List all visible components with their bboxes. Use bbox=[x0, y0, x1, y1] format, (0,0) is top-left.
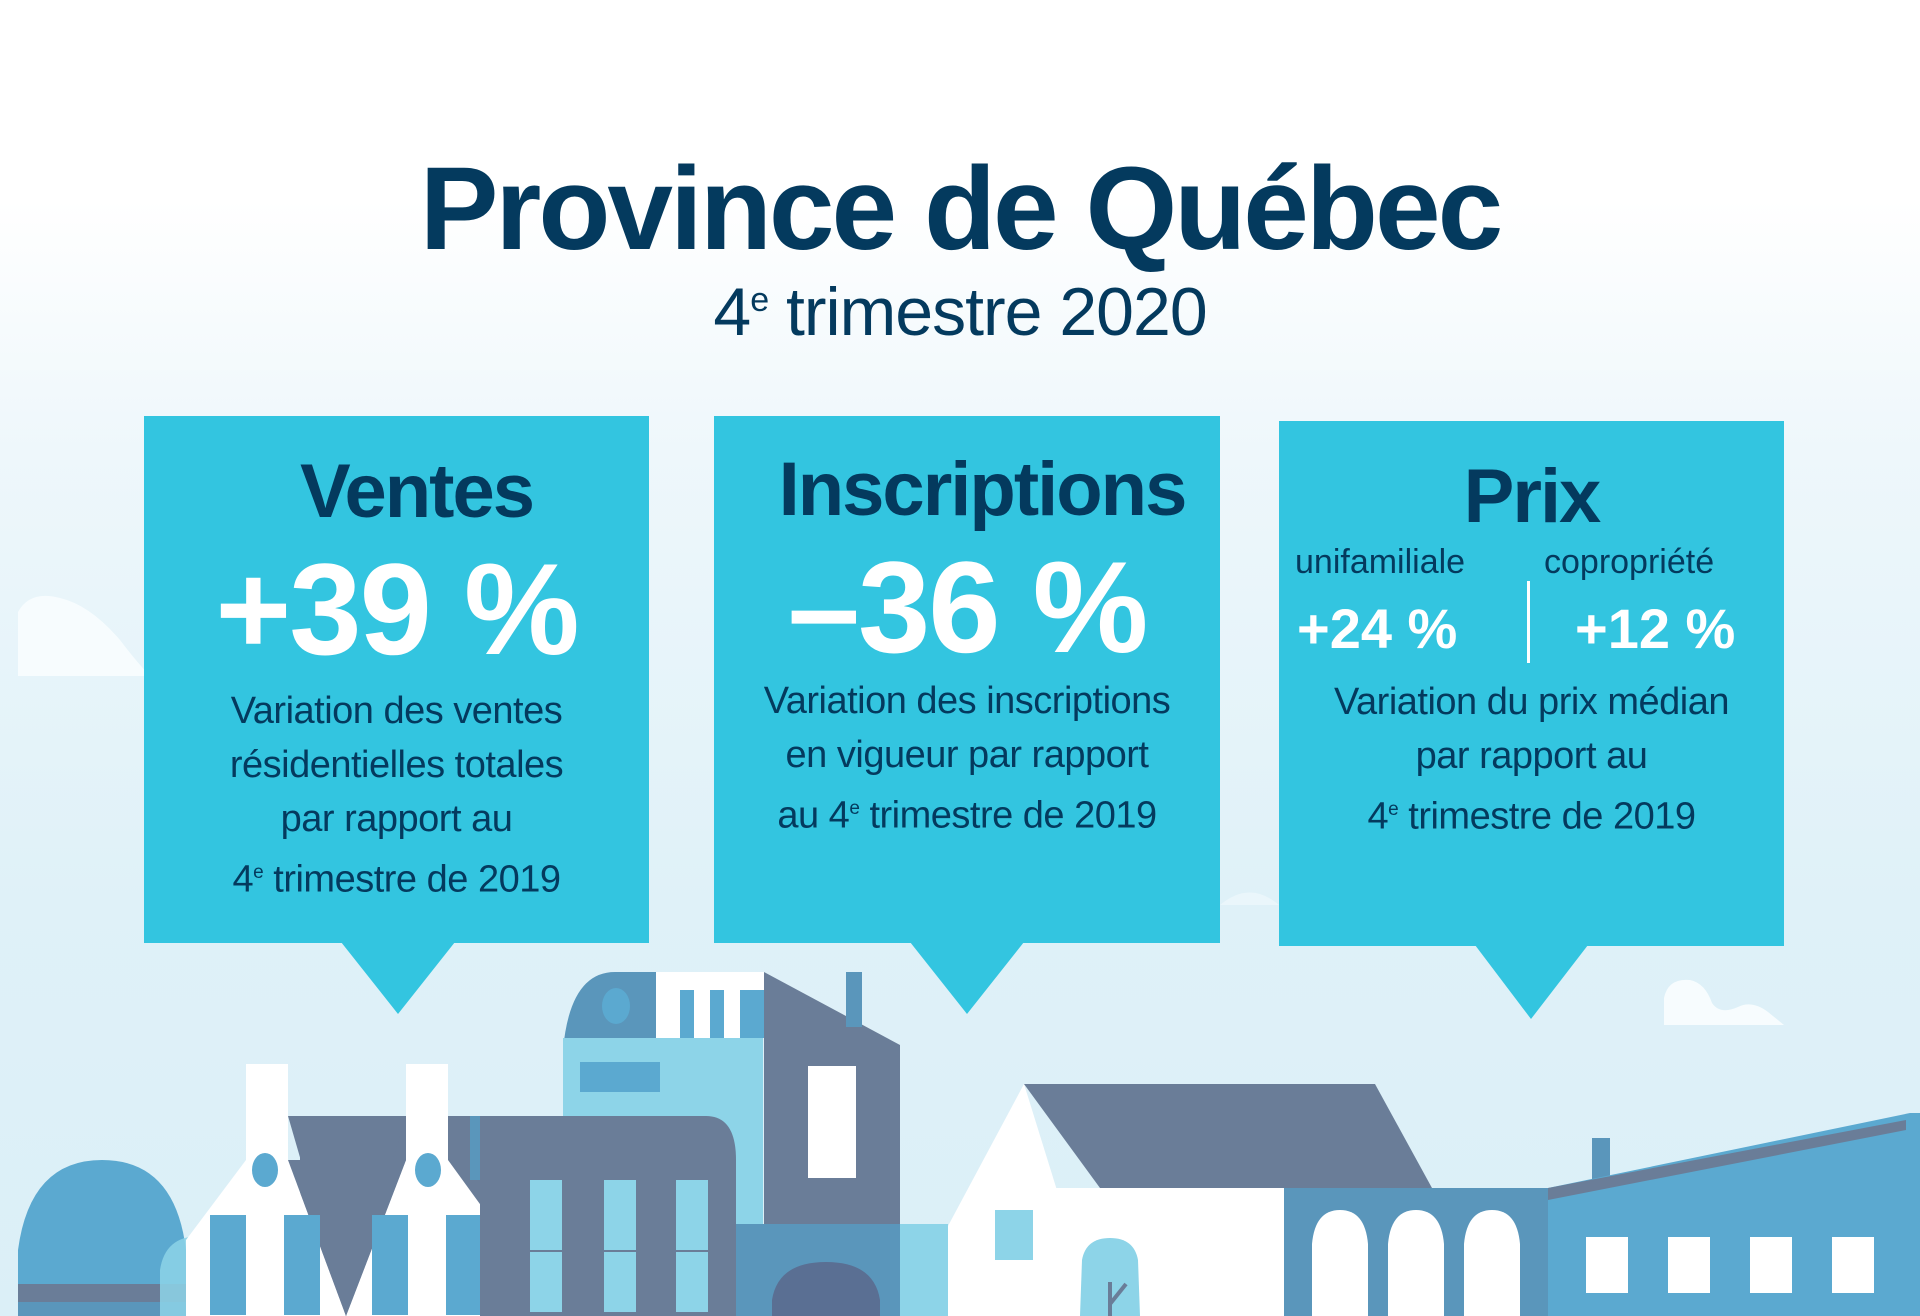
desc-line: en vigueur par rapport bbox=[785, 734, 1149, 776]
card-pointer bbox=[341, 942, 455, 1014]
desc-line: Variation des ventes bbox=[230, 690, 563, 732]
price-card-description: Variation du prix médian par rapport au … bbox=[1279, 675, 1784, 843]
listings-card: Inscriptions –36 % Variation des inscrip… bbox=[714, 416, 1220, 943]
desc-line: par rapport au bbox=[1415, 735, 1648, 777]
listings-card-title: Inscriptions bbox=[778, 447, 1188, 532]
desc-line: par rapport au bbox=[280, 798, 513, 840]
desc-line: 4e trimestre de 2019 bbox=[232, 858, 561, 901]
desc-line: résidentielles totales bbox=[229, 744, 564, 786]
cloud-icon bbox=[1220, 892, 1279, 905]
sales-card-description: Variation des ventes résidentielles tota… bbox=[144, 684, 649, 906]
desc-line: 4e trimestre de 2019 bbox=[1367, 795, 1696, 838]
sales-card-value: +39 % bbox=[215, 536, 579, 682]
desc-line: Variation du prix médian bbox=[1334, 681, 1729, 723]
price-card-title: Prix bbox=[1463, 454, 1602, 539]
subtitle-ordinal: 4 bbox=[713, 274, 751, 350]
single-family-value: +24 % bbox=[1297, 597, 1458, 660]
subtitle-sup: e bbox=[750, 281, 769, 320]
page-subtitle: 4e trimestre 2020 bbox=[0, 278, 1920, 346]
desc-line: au 4e trimestre de 2019 bbox=[777, 794, 1157, 837]
listings-card-description: Variation des inscriptions en vigueur pa… bbox=[714, 674, 1220, 842]
listings-card-value: –36 % bbox=[787, 534, 1149, 680]
desc-line: Variation des inscriptions bbox=[763, 680, 1171, 722]
condo-value: +12 % bbox=[1575, 597, 1736, 660]
sales-card: Ventes +39 % Variation des ventes réside… bbox=[144, 416, 649, 943]
cityscape-illustration bbox=[18, 972, 1920, 1316]
card-pointer bbox=[1475, 945, 1588, 1019]
price-card: Prix unifamiliale copropriété +24 % +12 … bbox=[1279, 421, 1784, 946]
segment-divider bbox=[1527, 581, 1530, 663]
subtitle-rest: trimestre 2020 bbox=[768, 274, 1208, 350]
cloud-icon bbox=[18, 595, 150, 676]
cloud-icon bbox=[1664, 979, 1784, 1025]
card-pointer bbox=[910, 942, 1024, 1014]
condo-label: copropriété bbox=[1544, 543, 1715, 581]
page-title: Province de Québec bbox=[419, 143, 1504, 275]
single-family-label: unifamiliale bbox=[1295, 543, 1466, 581]
sales-card-title: Ventes bbox=[299, 449, 535, 534]
